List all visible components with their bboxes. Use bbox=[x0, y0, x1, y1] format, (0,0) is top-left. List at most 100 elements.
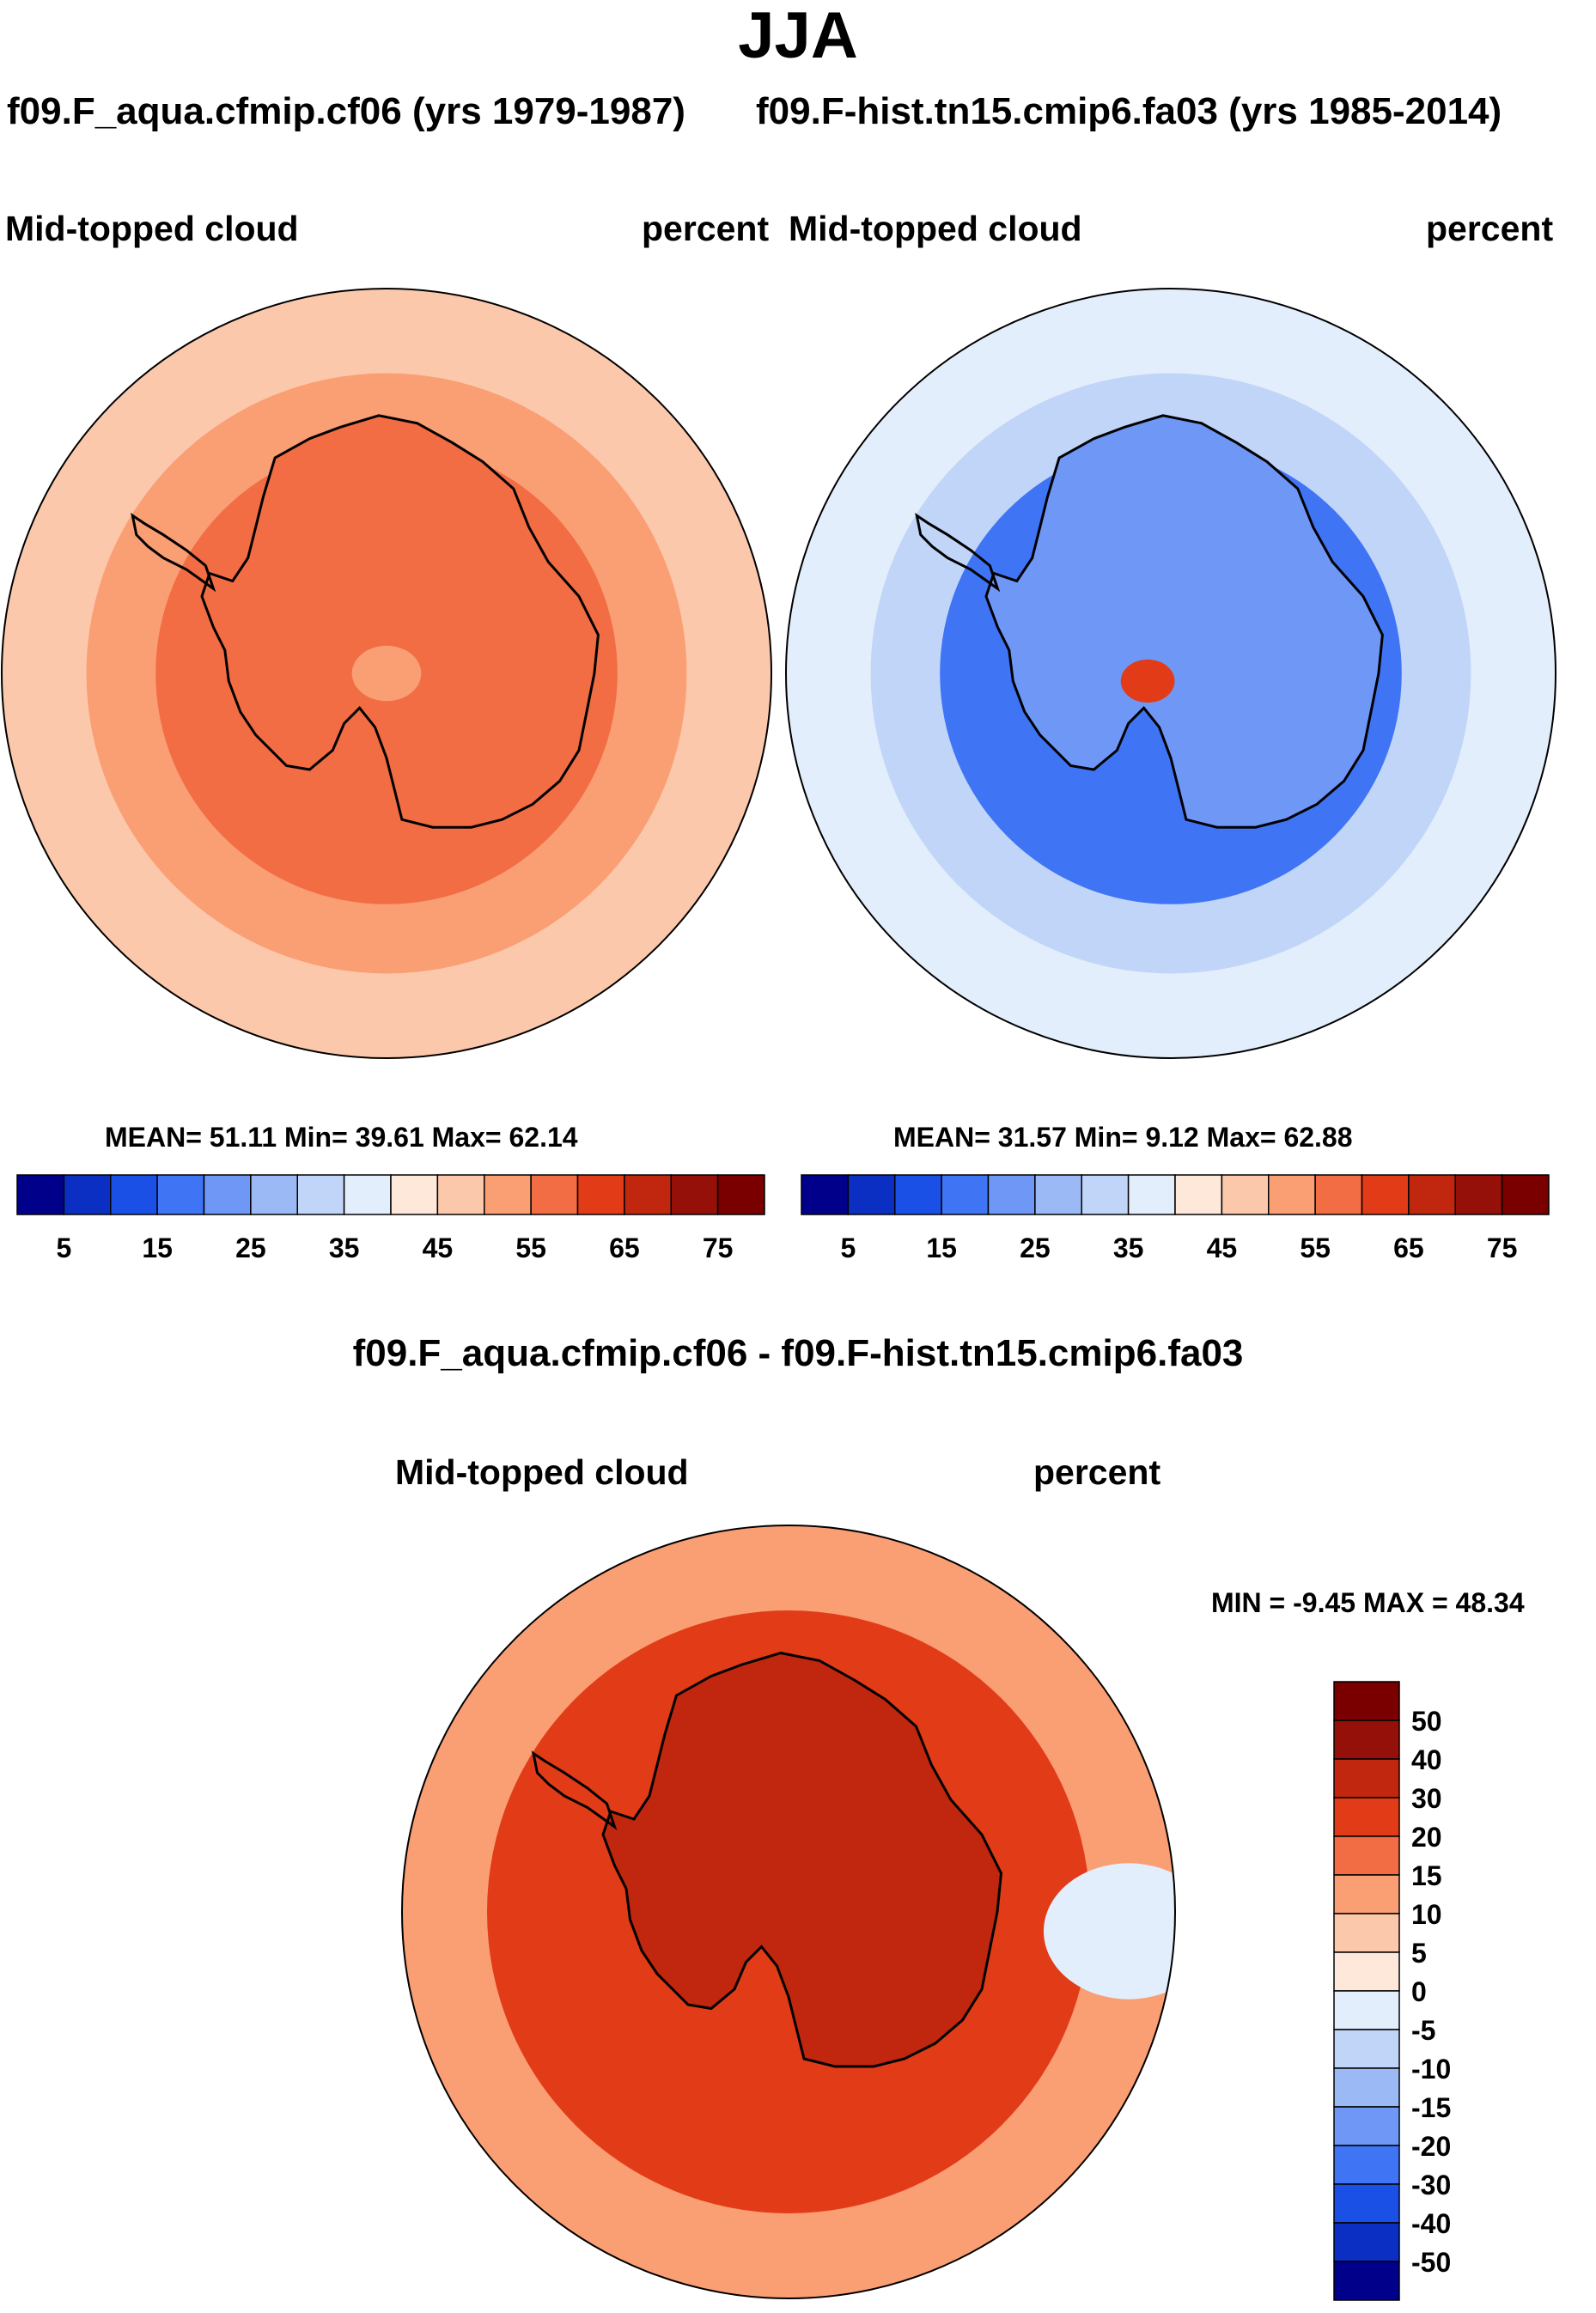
panel-right-variable: Mid-topped cloud bbox=[789, 209, 1082, 248]
colorbar-cell bbox=[1333, 2261, 1400, 2301]
colorbar-cell bbox=[390, 1174, 439, 1215]
colorbar-cell bbox=[110, 1174, 158, 1215]
difference-title: f09.F_aqua.cfmip.cf06 - f09.F-hist.tn15.… bbox=[352, 1332, 1244, 1374]
colorbar-tick-label: 55 bbox=[1300, 1233, 1331, 1263]
colorbar-tick-label: 55 bbox=[515, 1233, 546, 1263]
peninsula-coastline bbox=[531, 1750, 618, 1830]
field-feature bbox=[1044, 1863, 1175, 2000]
colorbar-cell bbox=[576, 1174, 625, 1215]
colorbar-cell bbox=[1314, 1174, 1363, 1215]
map-1 bbox=[785, 288, 1556, 1059]
colorbar-cell bbox=[1333, 1720, 1400, 1760]
colorbar-tick-label: 5 bbox=[840, 1233, 856, 1263]
colorbar-tick-label: 45 bbox=[1207, 1233, 1238, 1263]
map-2 bbox=[401, 1525, 1176, 2299]
colorbar-cell bbox=[1333, 2183, 1400, 2224]
map-border bbox=[401, 1525, 1176, 2299]
difference-variable: Mid-topped cloud bbox=[395, 1452, 689, 1492]
colorbar-tick-label: 30 bbox=[1411, 1783, 1442, 1814]
colorbar-cell bbox=[1081, 1174, 1130, 1215]
colorbar-cell bbox=[63, 1174, 112, 1215]
colorbar-cell bbox=[1174, 1174, 1223, 1215]
field-feature bbox=[1120, 659, 1175, 703]
colorbar-cell bbox=[1333, 2029, 1400, 2069]
colorbar-cell bbox=[436, 1174, 485, 1215]
colorbar-cell bbox=[1333, 1681, 1400, 1721]
colorbar-cell bbox=[894, 1174, 942, 1215]
colorbar-cell bbox=[1333, 2067, 1400, 2108]
colorbar-tick-label: 45 bbox=[423, 1233, 454, 1263]
colorbar-tick-label: 50 bbox=[1411, 1706, 1442, 1737]
colorbar-tick-label: -50 bbox=[1411, 2247, 1451, 2278]
figure-title: JJA bbox=[738, 0, 858, 72]
colorbar-cell bbox=[1333, 1874, 1400, 1914]
colorbar-tick-label: 25 bbox=[235, 1233, 266, 1263]
colorbar-cell bbox=[530, 1174, 579, 1215]
colorbar-tick-label: 25 bbox=[1020, 1233, 1051, 1263]
colorbar-tick-label: -15 bbox=[1411, 2092, 1451, 2123]
colorbar-cell bbox=[716, 1174, 765, 1215]
colorbar-tick-label: 20 bbox=[1411, 1822, 1442, 1853]
panel-right-units: percent bbox=[1426, 209, 1554, 248]
case-b-title: f09.F-hist.tn15.cmip6.fa03 (yrs 1985-201… bbox=[756, 90, 1502, 132]
colorbar-cell bbox=[941, 1174, 990, 1215]
colorbar-tick-label: 5 bbox=[1411, 1938, 1427, 1969]
colorbar-tick-label: -5 bbox=[1411, 2015, 1435, 2046]
colorbar-cell bbox=[1408, 1174, 1456, 1215]
colorbar-tick-label: 75 bbox=[1487, 1233, 1518, 1263]
colorbar-cell bbox=[1333, 1990, 1400, 2030]
colorbar-cell bbox=[250, 1174, 298, 1215]
colorbar-cell bbox=[203, 1174, 252, 1215]
colorbar-tick-label: 65 bbox=[1393, 1233, 1424, 1263]
colorbar-tick-label: 0 bbox=[1411, 1976, 1427, 2007]
peninsula-coastline bbox=[915, 513, 1001, 593]
colorbar-cell bbox=[801, 1174, 850, 1215]
colorbar-cell bbox=[156, 1174, 205, 1215]
panel-left-stats: MEAN= 51.11 Min= 39.61 Max= 62.14 bbox=[105, 1122, 578, 1153]
field-land bbox=[603, 1653, 1002, 2066]
difference-stats: MIN = -9.45 MAX = 48.34 bbox=[1211, 1587, 1525, 1618]
colorbar-tick-label: 35 bbox=[329, 1233, 360, 1263]
field-feature bbox=[351, 645, 422, 702]
colorbar-cell bbox=[296, 1174, 345, 1215]
colorbar-cell bbox=[987, 1174, 1036, 1215]
colorbar-cell bbox=[1333, 2106, 1400, 2146]
colorbar-cell bbox=[484, 1174, 532, 1215]
peninsula-coastline bbox=[131, 513, 216, 593]
colorbar-cell bbox=[1127, 1174, 1176, 1215]
colorbar-cell bbox=[16, 1174, 65, 1215]
colorbar-tick-label: -10 bbox=[1411, 2054, 1451, 2085]
colorbar-cell bbox=[1333, 2222, 1400, 2262]
map-border bbox=[1, 288, 772, 1059]
colorbar-cell bbox=[1221, 1174, 1270, 1215]
colorbar-tick-label: 75 bbox=[703, 1233, 734, 1263]
colorbar-tick-label: -40 bbox=[1411, 2208, 1451, 2239]
colorbar-cell bbox=[1333, 1835, 1400, 1876]
field-land bbox=[986, 415, 1383, 828]
difference-units: percent bbox=[1033, 1452, 1161, 1492]
coastline bbox=[984, 414, 1384, 829]
colorbar-0: 5 15 25 35 45 55 65 75 bbox=[16, 1174, 765, 1263]
colorbar-cell bbox=[1333, 1797, 1400, 1837]
colorbar-cell bbox=[624, 1174, 672, 1215]
colorbar-cell bbox=[1333, 1913, 1400, 1953]
map-0 bbox=[1, 288, 772, 1059]
colorbar-cell bbox=[847, 1174, 896, 1215]
colorbar-tick-label: 15 bbox=[926, 1233, 957, 1263]
colorbar-tick-label: -30 bbox=[1411, 2170, 1451, 2200]
case-a-title: f09.F_aqua.cfmip.cf06 (yrs 1979-1987) bbox=[7, 90, 685, 132]
colorbar-cell bbox=[1268, 1174, 1316, 1215]
colorbar-tick-label: -20 bbox=[1411, 2131, 1451, 2162]
colorbar-cell bbox=[1454, 1174, 1503, 1215]
colorbar-tick-label: 15 bbox=[142, 1233, 173, 1263]
panel-left-units: percent bbox=[642, 209, 770, 248]
colorbar-tick-label: 65 bbox=[609, 1233, 640, 1263]
colorbar-cell bbox=[1333, 1951, 1400, 1992]
map-border bbox=[785, 288, 1556, 1059]
colorbar-cell bbox=[343, 1174, 392, 1215]
colorbar-tick-label: 15 bbox=[1411, 1860, 1442, 1891]
colorbar-tick-label: 5 bbox=[56, 1233, 71, 1263]
coastline bbox=[200, 414, 600, 829]
coastline bbox=[601, 1651, 1003, 2068]
